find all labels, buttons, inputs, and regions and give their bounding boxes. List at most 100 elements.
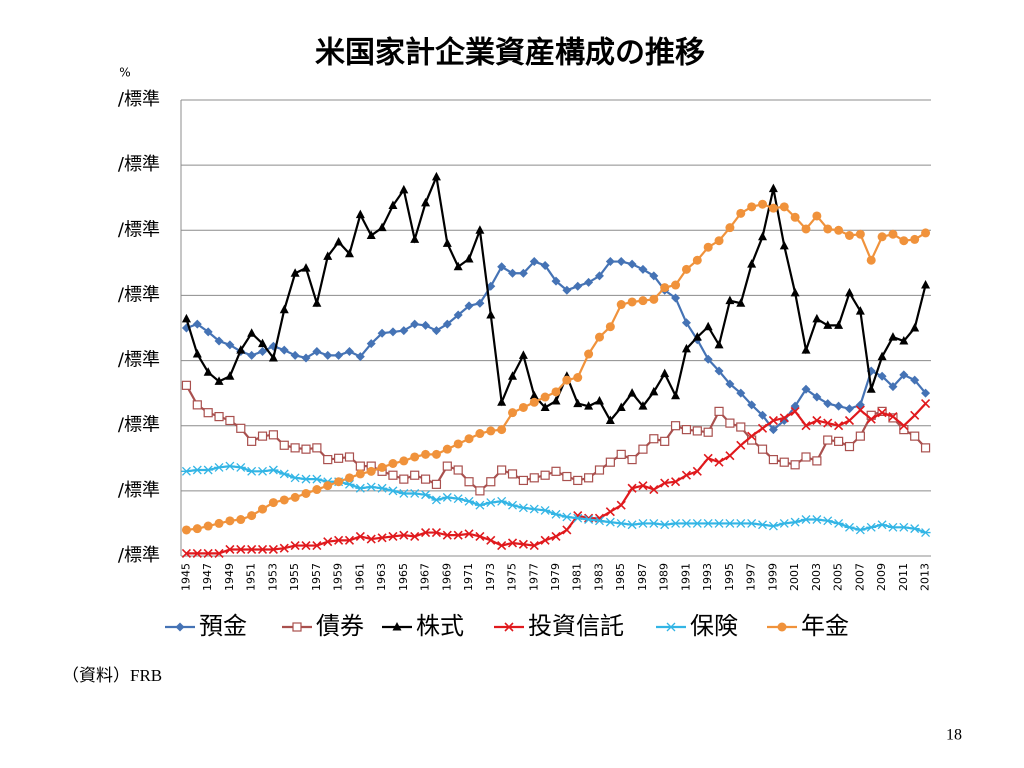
- marker: [518, 268, 528, 278]
- marker: [725, 223, 735, 233]
- marker: [507, 469, 518, 479]
- marker: [431, 495, 442, 505]
- marker: [236, 515, 246, 525]
- x-tick-label: 2003: [810, 563, 823, 591]
- series: [181, 380, 931, 496]
- marker: [508, 371, 518, 380]
- marker: [649, 271, 659, 281]
- marker: [344, 346, 354, 356]
- marker: [888, 229, 898, 239]
- marker: [594, 271, 604, 281]
- marker: [725, 418, 735, 428]
- marker: [768, 183, 778, 193]
- marker: [225, 544, 235, 555]
- marker: [660, 283, 670, 293]
- marker: [833, 518, 844, 528]
- marker: [551, 466, 561, 476]
- marker: [898, 522, 909, 532]
- marker: [692, 332, 702, 341]
- marker: [747, 259, 757, 268]
- marker: [225, 415, 235, 426]
- marker: [518, 503, 529, 513]
- marker: [399, 326, 409, 336]
- marker: [377, 533, 387, 543]
- marker: [453, 310, 463, 320]
- marker: [811, 515, 822, 524]
- marker: [181, 380, 192, 390]
- marker: [334, 477, 344, 487]
- marker: [464, 496, 475, 506]
- marker: [235, 462, 246, 472]
- marker: [627, 388, 637, 397]
- marker: [888, 382, 898, 392]
- marker: [312, 298, 322, 307]
- marker: [529, 541, 539, 551]
- marker: [681, 264, 691, 274]
- marker: [334, 350, 344, 360]
- x-tick-label: 1973: [484, 563, 497, 591]
- marker: [355, 469, 365, 479]
- marker: [344, 535, 355, 545]
- marker: [790, 460, 800, 470]
- marker: [779, 457, 789, 467]
- marker: [605, 507, 615, 517]
- marker: [453, 465, 463, 475]
- marker: [377, 483, 388, 493]
- marker: [529, 397, 539, 407]
- marker: [268, 465, 279, 475]
- marker: [486, 281, 496, 291]
- marker: [703, 427, 713, 437]
- marker: [921, 388, 931, 398]
- marker: [203, 465, 214, 475]
- marker: [203, 367, 213, 376]
- marker: [823, 418, 833, 428]
- marker: [703, 354, 713, 364]
- marker: [312, 485, 322, 495]
- marker: [312, 541, 322, 551]
- marker: [268, 544, 278, 555]
- marker: [301, 444, 311, 454]
- marker: [214, 548, 224, 558]
- marker: [257, 544, 268, 555]
- marker: [638, 444, 648, 454]
- marker: [399, 530, 409, 540]
- marker: [236, 345, 246, 354]
- marker: [768, 425, 778, 435]
- marker: [681, 518, 692, 528]
- marker: [279, 543, 289, 553]
- marker: [757, 423, 768, 433]
- marker: [573, 281, 583, 291]
- marker: [420, 527, 431, 538]
- marker: [627, 520, 638, 530]
- marker: [801, 515, 811, 524]
- x-tick-label: 2011: [897, 563, 910, 591]
- marker: [703, 321, 713, 331]
- marker: [279, 440, 289, 450]
- marker: [388, 200, 398, 210]
- chart-title: 米国家計企業資産構成の推移: [315, 36, 705, 71]
- marker: [181, 525, 191, 535]
- marker: [290, 268, 300, 277]
- marker: [692, 518, 703, 528]
- marker: [392, 622, 402, 631]
- marker: [724, 518, 735, 528]
- marker: [355, 461, 365, 471]
- x-tick-label: 1969: [440, 563, 453, 591]
- marker: [812, 313, 822, 323]
- marker: [681, 425, 692, 435]
- marker: [866, 414, 876, 424]
- marker: [377, 462, 387, 472]
- marker: [475, 298, 485, 308]
- marker: [703, 518, 714, 528]
- marker: [551, 387, 561, 397]
- legend-label: 債券: [316, 612, 364, 640]
- marker: [344, 473, 354, 483]
- marker: [584, 473, 594, 483]
- marker: [812, 392, 822, 402]
- x-tick-label: 1981: [571, 563, 584, 591]
- marker: [822, 516, 833, 526]
- marker: [670, 518, 681, 528]
- marker: [746, 518, 757, 528]
- marker: [649, 386, 659, 396]
- marker: [573, 398, 583, 408]
